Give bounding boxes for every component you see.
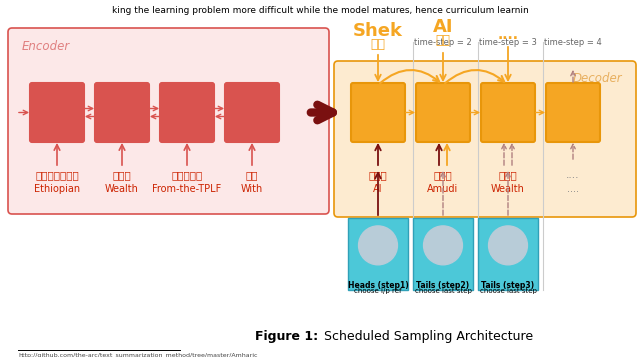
Text: king the learning problem more difficult while the model matures, hence curricul: king the learning problem more difficult… bbox=[111, 6, 529, 15]
Circle shape bbox=[424, 226, 463, 265]
Text: Shek: Shek bbox=[353, 22, 403, 40]
Text: የኢትዮጵያን: የኢትዮጵያን bbox=[35, 170, 79, 180]
FancyBboxPatch shape bbox=[334, 61, 636, 217]
Text: Ethiopian: Ethiopian bbox=[34, 184, 80, 194]
Text: With: With bbox=[241, 184, 263, 194]
Text: Wealth: Wealth bbox=[105, 184, 139, 194]
FancyBboxPatch shape bbox=[351, 83, 405, 142]
Text: choose last step: choose last step bbox=[479, 288, 536, 294]
FancyBboxPatch shape bbox=[8, 28, 329, 214]
FancyBboxPatch shape bbox=[546, 83, 600, 142]
Text: የአለ: የአለ bbox=[369, 170, 387, 180]
FancyBboxPatch shape bbox=[481, 83, 535, 142]
Text: Figure 1:: Figure 1: bbox=[255, 330, 318, 343]
Text: Scheduled Sampling Architecture: Scheduled Sampling Architecture bbox=[320, 330, 533, 343]
Text: ....: .... bbox=[567, 184, 579, 194]
Text: choose last step: choose last step bbox=[415, 288, 472, 294]
FancyBboxPatch shape bbox=[413, 218, 473, 290]
Text: time-step = 2: time-step = 2 bbox=[414, 38, 472, 47]
Text: ዜክ: ዜክ bbox=[371, 38, 385, 51]
Text: ካሀወሃት: ካሀወሃት bbox=[172, 170, 203, 180]
Text: አለ: አለ bbox=[435, 34, 451, 47]
FancyBboxPatch shape bbox=[416, 83, 470, 142]
Text: አምዲ: አምዲ bbox=[434, 170, 452, 180]
Text: time-step = 3: time-step = 3 bbox=[479, 38, 537, 47]
FancyBboxPatch shape bbox=[95, 83, 149, 142]
Text: Wealth: Wealth bbox=[491, 184, 525, 194]
Text: From-the-TPLF: From-the-TPLF bbox=[152, 184, 221, 194]
Text: Encoder: Encoder bbox=[22, 40, 70, 52]
Text: Tails (step3): Tails (step3) bbox=[481, 281, 534, 290]
Circle shape bbox=[358, 226, 397, 265]
Text: Heads (step1): Heads (step1) bbox=[348, 281, 408, 290]
Text: http://github.com/the-arc/text_summarization_method/tree/master/Amharic: http://github.com/the-arc/text_summariza… bbox=[18, 352, 257, 357]
Text: Tails (step2): Tails (step2) bbox=[417, 281, 470, 290]
Text: ....: .... bbox=[566, 170, 580, 180]
Text: ቋብት: ቋብት bbox=[499, 170, 517, 180]
Circle shape bbox=[488, 226, 527, 265]
Text: AI: AI bbox=[373, 184, 383, 194]
Text: ....: .... bbox=[497, 28, 518, 42]
Text: Amudi: Amudi bbox=[428, 184, 459, 194]
Text: ቋብት: ቋብት bbox=[113, 170, 131, 180]
Text: choose i/p ref: choose i/p ref bbox=[355, 288, 402, 294]
FancyBboxPatch shape bbox=[348, 218, 408, 290]
Text: Decoder: Decoder bbox=[572, 72, 622, 85]
Text: AI: AI bbox=[433, 18, 453, 36]
Text: 〬ር: 〬ር bbox=[246, 170, 259, 180]
Text: time-step = 4: time-step = 4 bbox=[544, 38, 602, 47]
FancyBboxPatch shape bbox=[30, 83, 84, 142]
FancyBboxPatch shape bbox=[225, 83, 279, 142]
FancyBboxPatch shape bbox=[160, 83, 214, 142]
FancyBboxPatch shape bbox=[478, 218, 538, 290]
